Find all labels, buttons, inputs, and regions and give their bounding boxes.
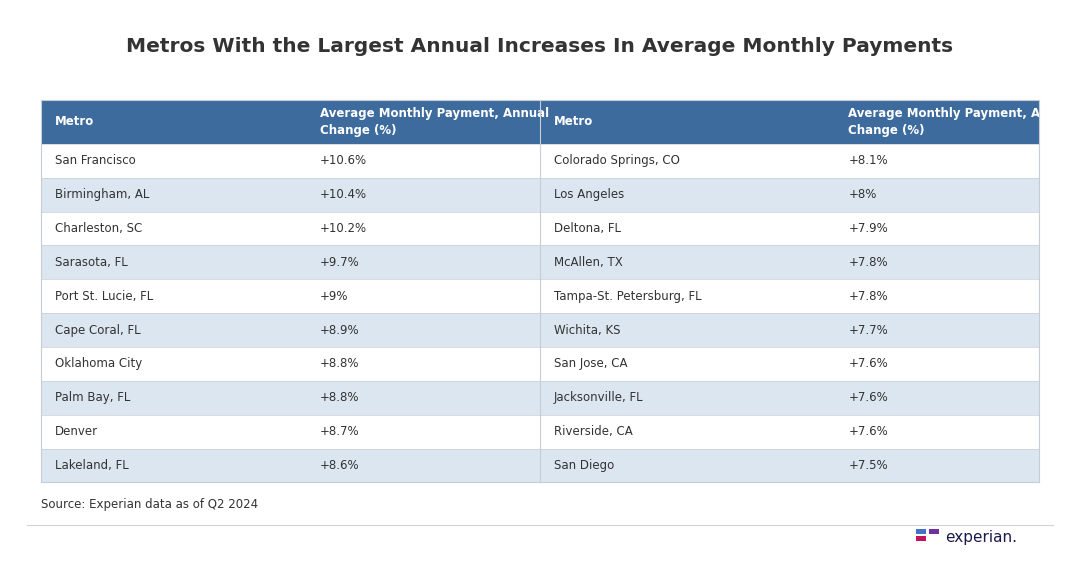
Text: Lakeland, FL: Lakeland, FL xyxy=(55,459,129,472)
Text: +8.7%: +8.7% xyxy=(320,425,360,438)
Text: +8.8%: +8.8% xyxy=(320,391,359,404)
Text: +7.7%: +7.7% xyxy=(849,324,888,337)
Text: Port St. Lucie, FL: Port St. Lucie, FL xyxy=(55,289,153,303)
Text: +9.7%: +9.7% xyxy=(320,256,360,269)
Text: Palm Bay, FL: Palm Bay, FL xyxy=(55,391,131,404)
Text: +7.8%: +7.8% xyxy=(849,289,888,303)
Text: San Diego: San Diego xyxy=(554,459,615,472)
Text: +10.6%: +10.6% xyxy=(320,154,366,167)
Text: +10.2%: +10.2% xyxy=(320,222,366,235)
Text: Tampa-St. Petersburg, FL: Tampa-St. Petersburg, FL xyxy=(554,289,702,303)
Text: San Francisco: San Francisco xyxy=(55,154,136,167)
Text: +7.9%: +7.9% xyxy=(849,222,888,235)
Text: Colorado Springs, CO: Colorado Springs, CO xyxy=(554,154,680,167)
Text: Charleston, SC: Charleston, SC xyxy=(55,222,143,235)
Text: Metro: Metro xyxy=(554,115,593,128)
Text: Deltona, FL: Deltona, FL xyxy=(554,222,621,235)
Text: experian.: experian. xyxy=(945,530,1017,545)
Text: +7.8%: +7.8% xyxy=(849,256,888,269)
Text: Average Monthly Payment, Annual
Change (%): Average Monthly Payment, Annual Change (… xyxy=(320,107,549,137)
Text: San Jose, CA: San Jose, CA xyxy=(554,357,627,371)
Text: +8%: +8% xyxy=(849,188,877,201)
Text: Los Angeles: Los Angeles xyxy=(554,188,624,201)
Text: Metros With the Largest Annual Increases In Average Monthly Payments: Metros With the Largest Annual Increases… xyxy=(126,37,954,56)
Text: Jacksonville, FL: Jacksonville, FL xyxy=(554,391,644,404)
Text: McAllen, TX: McAllen, TX xyxy=(554,256,623,269)
Text: Source: Experian data as of Q2 2024: Source: Experian data as of Q2 2024 xyxy=(41,498,258,512)
Text: +8.1%: +8.1% xyxy=(849,154,888,167)
Text: Cape Coral, FL: Cape Coral, FL xyxy=(55,324,140,337)
Text: Oklahoma City: Oklahoma City xyxy=(55,357,143,371)
Text: +7.5%: +7.5% xyxy=(849,459,888,472)
Text: Average Monthly Payment, Annual
Change (%): Average Monthly Payment, Annual Change (… xyxy=(849,107,1078,137)
Text: Metro: Metro xyxy=(55,115,94,128)
Text: Riverside, CA: Riverside, CA xyxy=(554,425,633,438)
Text: Birmingham, AL: Birmingham, AL xyxy=(55,188,149,201)
Text: +7.6%: +7.6% xyxy=(849,425,888,438)
Text: +7.6%: +7.6% xyxy=(849,357,888,371)
Text: +10.4%: +10.4% xyxy=(320,188,366,201)
Text: +8.6%: +8.6% xyxy=(320,459,360,472)
Text: +7.6%: +7.6% xyxy=(849,391,888,404)
Text: Sarasota, FL: Sarasota, FL xyxy=(55,256,127,269)
Text: Wichita, KS: Wichita, KS xyxy=(554,324,621,337)
Text: +8.8%: +8.8% xyxy=(320,357,359,371)
Text: +9%: +9% xyxy=(320,289,348,303)
Text: +8.9%: +8.9% xyxy=(320,324,360,337)
Text: Denver: Denver xyxy=(55,425,98,438)
